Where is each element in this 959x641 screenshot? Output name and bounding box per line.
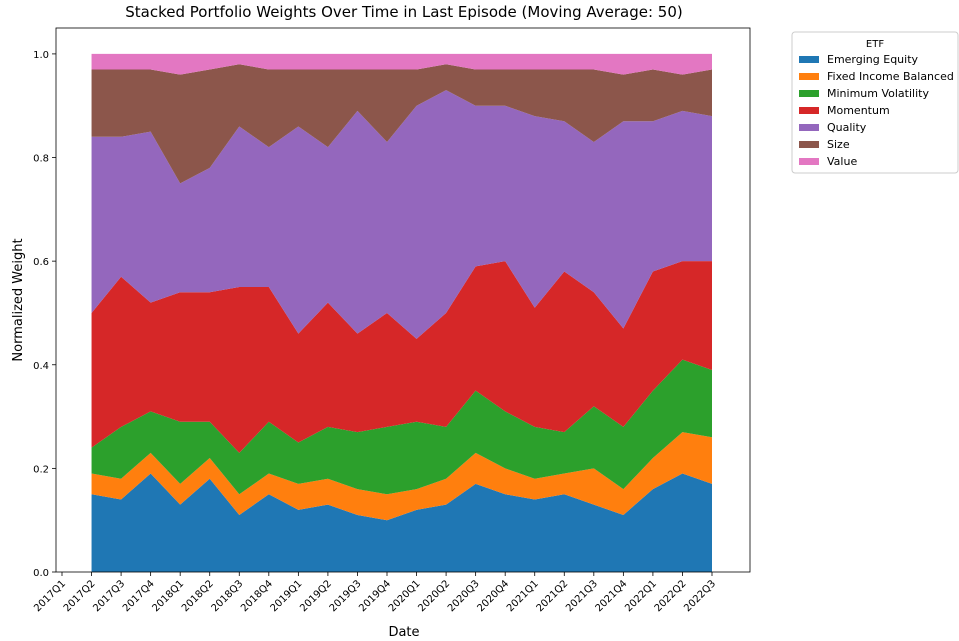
plot-frame: [55, 27, 751, 573]
y-tick-label: 0.4: [33, 361, 49, 372]
y-tick-label: 0.6: [33, 257, 49, 268]
x-tick-label: 2017Q4: [121, 578, 157, 614]
x-tick-label: 2017Q3: [91, 578, 127, 614]
legend-label: Fixed Income Balanced: [827, 70, 954, 83]
x-tick-label: 2018Q2: [180, 578, 216, 614]
legend-swatch: [799, 73, 819, 80]
x-tick-label: 2021Q1: [505, 578, 541, 614]
x-tick-label: 2018Q1: [150, 578, 186, 614]
x-tick-label: 2022Q1: [623, 578, 659, 614]
legend-label: Emerging Equity: [827, 53, 919, 66]
legend-swatch: [799, 90, 819, 97]
legend-swatch: [799, 56, 819, 63]
x-tick-label: 2017Q1: [32, 578, 68, 614]
x-tick-label: 2019Q4: [357, 578, 393, 614]
x-tick-label: 2021Q2: [535, 578, 571, 614]
y-tick-label: 0.8: [33, 154, 49, 165]
x-tick-label: 2018Q4: [239, 578, 275, 614]
chart-title: Stacked Portfolio Weights Over Time in L…: [125, 3, 682, 21]
area: [91, 359, 713, 495]
area: [91, 261, 713, 453]
legend-label: Quality: [827, 121, 867, 134]
area: [91, 53, 713, 75]
area: [91, 64, 713, 184]
x-tick-label: 2019Q3: [328, 578, 364, 614]
legend-swatch: [799, 158, 819, 165]
area: [91, 90, 713, 339]
x-tick-label: 2022Q2: [653, 578, 689, 614]
x-tick-label: 2019Q2: [298, 578, 334, 614]
legend-label: Size: [827, 138, 850, 151]
x-tick-label: 2020Q2: [416, 578, 452, 614]
x-tick-label: 2019Q1: [269, 578, 305, 614]
x-axis-label: Date: [388, 625, 419, 640]
legend-swatch: [799, 124, 819, 131]
legend-label: Minimum Volatility: [827, 87, 929, 100]
legend-swatch: [799, 141, 819, 148]
x-tick-label: 2020Q4: [475, 578, 511, 614]
legend-label: Value: [827, 155, 857, 168]
x-tick-label: 2017Q2: [62, 578, 98, 614]
legend-box: [791, 31, 959, 174]
x-tick-label: 2020Q1: [387, 578, 423, 614]
x-tick-label: 2020Q3: [446, 578, 482, 614]
y-axis-label: Normalized Weight: [11, 238, 26, 361]
legend-title: ETF: [866, 39, 884, 50]
area: [91, 432, 713, 521]
x-tick-label: 2021Q3: [564, 578, 600, 614]
y-tick-label: 0.2: [33, 464, 49, 475]
legend-label: Momentum: [827, 104, 890, 117]
legend-swatch: [799, 107, 819, 114]
y-tick-label: 1.0: [33, 50, 49, 61]
x-tick-label: 2018Q3: [210, 578, 246, 614]
x-tick-label: 2022Q3: [682, 578, 718, 614]
area: [91, 473, 713, 572]
y-tick-label: 0.0: [33, 568, 49, 579]
x-tick-label: 2021Q4: [594, 578, 630, 614]
